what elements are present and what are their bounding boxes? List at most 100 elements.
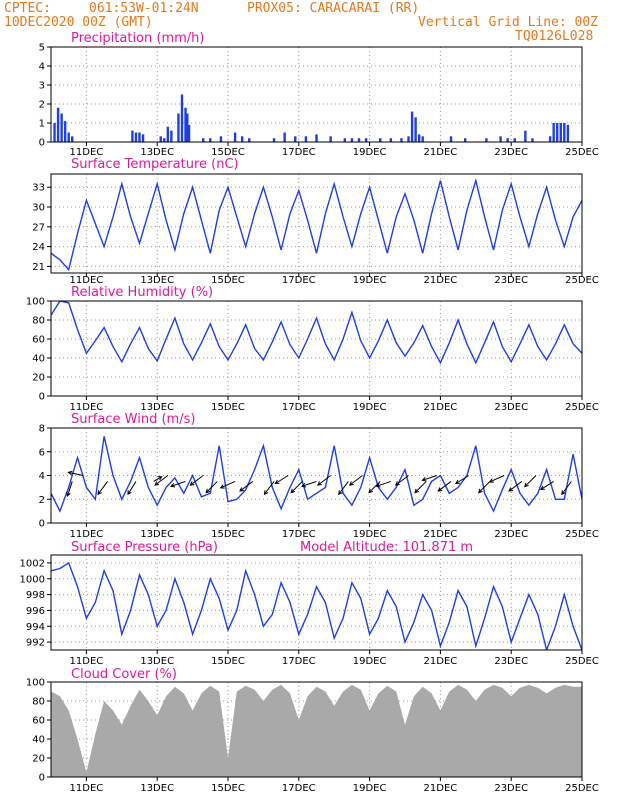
wind-arrow-shaft (376, 480, 391, 487)
wind-arrow-head (539, 485, 545, 490)
wind-xtick-label: 13DEC (140, 529, 174, 540)
temperature-xtick-label: 17DEC (282, 275, 316, 286)
wind-arrow-shaft (264, 481, 275, 495)
wind-arrow (67, 470, 83, 476)
wind-arrow (153, 476, 163, 482)
wind-arrow-head (561, 490, 566, 496)
cloud-xtick-label: 19DEC (353, 783, 387, 794)
precipitation-bar (417, 134, 421, 142)
precipitation-bar (449, 136, 453, 142)
wind-arrow-shaft (478, 481, 491, 493)
precipitation-xtick-label: 23DEC (494, 147, 528, 158)
precipitation-ytick-label: 4 (39, 62, 45, 73)
precipitation-bar (159, 136, 162, 142)
precipitation-bar (138, 132, 141, 142)
wind-arrow-shaft (239, 481, 254, 492)
wind-arrow (455, 475, 469, 485)
wind-arrow (421, 475, 438, 482)
header-date: 10DEC2020 00Z (GMT) (4, 15, 153, 30)
humidity-frame (50, 300, 583, 397)
wind-arrow-shaft (97, 481, 109, 495)
temperature-ytick-label: 27 (32, 222, 45, 233)
wind-arrow-shaft (170, 480, 186, 487)
wind-arrow-shaft (338, 481, 349, 495)
header-source: CPTEC: (4, 1, 51, 16)
precipitation-ytick-label: 2 (39, 100, 45, 111)
humidity-ytick-label: 60 (32, 335, 45, 346)
wind-arrow-shaft (561, 481, 572, 495)
pressure-xtick-label: 23DEC (494, 656, 528, 667)
wind-xtick-label: 17DEC (282, 529, 316, 540)
humidity-ytick-label: 0 (39, 392, 45, 403)
precipitation-bar (506, 138, 509, 142)
humidity-xtick-label: 15DEC (211, 402, 245, 413)
wind-arrow-shaft (437, 481, 452, 492)
wind-arrow-head (524, 482, 529, 488)
wind-arrow (274, 475, 289, 485)
temperature-ytick-label: 24 (32, 242, 45, 253)
wind-ytick-label: 6 (39, 447, 45, 458)
precipitation-bar (350, 138, 354, 142)
precipitation-bar (389, 138, 393, 142)
wind-arrow-head (205, 488, 211, 494)
cloud-ytick-label: 60 (32, 716, 45, 727)
humidity-title: Relative Humidity (%) (71, 285, 213, 300)
cloud-area (51, 684, 582, 777)
wind-arrow-shaft (275, 475, 289, 484)
precipitation-title: Precipitation (mm/h) (71, 31, 204, 46)
wind-arrow (97, 481, 109, 496)
pressure-annotation: Model Altitude: 101.871 m (300, 540, 473, 555)
wind-arrow-head (348, 481, 354, 486)
wind-arrow (219, 480, 236, 489)
wind-arrow-head (127, 490, 132, 496)
wind-arrow (127, 481, 137, 496)
header-station: PROX05: CARACARAI (RR) (247, 1, 420, 16)
wind-arrow-shaft (127, 481, 137, 495)
temperature-xtick-label: 15DEC (211, 275, 245, 286)
wind-xtick-label: 11DEC (70, 529, 104, 540)
cloud-ytick-label: 80 (32, 697, 45, 708)
precipitation-bar (163, 138, 166, 142)
precipitation-ytick-label: 1 (39, 119, 45, 130)
precipitation-bar (407, 136, 410, 142)
wind-arrow-shaft (368, 481, 381, 493)
precipitation-bar (219, 136, 223, 142)
cloud-title: Cloud Cover (%) (71, 667, 177, 682)
precipitation-bar (548, 136, 552, 142)
wind-arrow-shaft (290, 481, 303, 493)
precipitation-bar (559, 123, 562, 142)
pressure-line (51, 561, 582, 650)
precipitation-bar (180, 94, 184, 142)
precipitation-bar (315, 134, 318, 142)
wind-xtick-label: 19DEC (353, 529, 387, 540)
wind-frame (50, 427, 583, 524)
wind-arrow-head (508, 487, 514, 492)
wind-arrow-shaft (489, 475, 505, 483)
temperature-xtick-label: 21DEC (424, 275, 458, 286)
precipitation-bar (170, 130, 173, 142)
humidity-xtick-label: 23DEC (494, 402, 528, 413)
precipitation-bar (414, 117, 417, 142)
cloud-xtick-label: 17DEC (282, 783, 316, 794)
wind-arrow (394, 475, 409, 486)
humidity-xtick-label: 25DEC (565, 402, 599, 413)
precipitation-bar (202, 138, 205, 142)
precipitation-bar (283, 132, 286, 142)
temperature-panel: 21 24 27 30 33 11DEC 13DEC 15DEC 17DEC 19DEC 21DEC… (32, 157, 599, 286)
precipitation-bar (166, 126, 170, 142)
header-code: TQ0126L028 (515, 29, 594, 44)
wind-arrow-shaft (349, 475, 363, 486)
cloud-ytick-label: 0 (39, 773, 45, 784)
pressure-xtick-label: 19DEC (353, 656, 387, 667)
wind-arrow (524, 475, 537, 488)
wind-arrow-head (394, 481, 400, 486)
precipitation-bar (364, 138, 368, 142)
humidity-ytick-label: 100 (26, 297, 45, 308)
wind-arrow (478, 481, 491, 494)
temperature-ytick-label: 33 (32, 183, 45, 194)
precipitation-bar (177, 113, 180, 142)
wind-arrow (170, 480, 186, 488)
pressure-xtick-label: 21DEC (424, 656, 458, 667)
wind-arrow-head (488, 478, 494, 483)
